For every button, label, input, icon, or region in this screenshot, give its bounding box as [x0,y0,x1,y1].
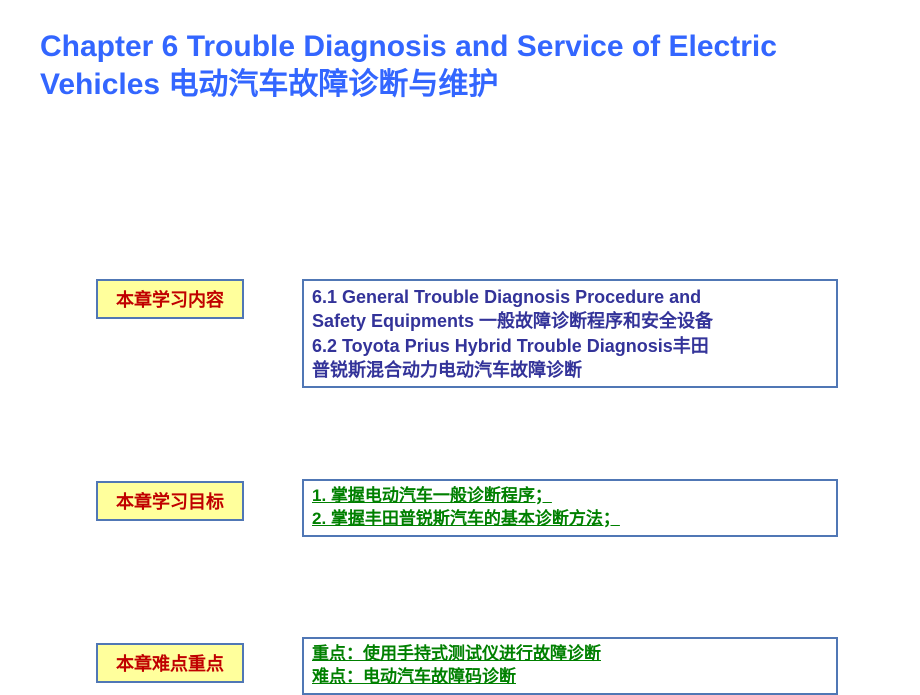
keypoint-line: 重点：使用手持式测试仪进行故障诊断 [312,643,828,666]
section-contents-label: 本章学习内容 [96,279,244,319]
content-line: 6.1 General Trouble Diagnosis Procedure … [312,285,828,309]
content-line: Safety Equipments 一般故障诊断程序和安全设备 [312,309,828,333]
content-line: 6.2 Toyota Prius Hybrid Trouble Diagnosi… [312,334,828,358]
section-keypoints-body: 重点：使用手持式测试仪进行故障诊断 难点：电动汽车故障码诊断 [302,637,838,695]
section-keypoints-label: 本章难点重点 [96,643,244,683]
section-objectives-label: 本章学习目标 [96,481,244,521]
keypoint-line: 难点：电动汽车故障码诊断 [312,666,828,689]
content-line: 普锐斯混合动力电动汽车故障诊断 [312,358,828,382]
objective-line: 2. 掌握丰田普锐斯汽车的基本诊断方法； [312,508,828,531]
title-zh: 电动汽车故障诊断与维护 [168,68,498,101]
section-contents-body: 6.1 General Trouble Diagnosis Procedure … [302,279,838,388]
section-objectives-body: 1. 掌握电动汽车一般诊断程序； 2. 掌握丰田普锐斯汽车的基本诊断方法； [302,479,838,537]
page-title: Chapter 6 Trouble Diagnosis and Service … [0,0,920,103]
objective-line: 1. 掌握电动汽车一般诊断程序； [312,485,828,508]
